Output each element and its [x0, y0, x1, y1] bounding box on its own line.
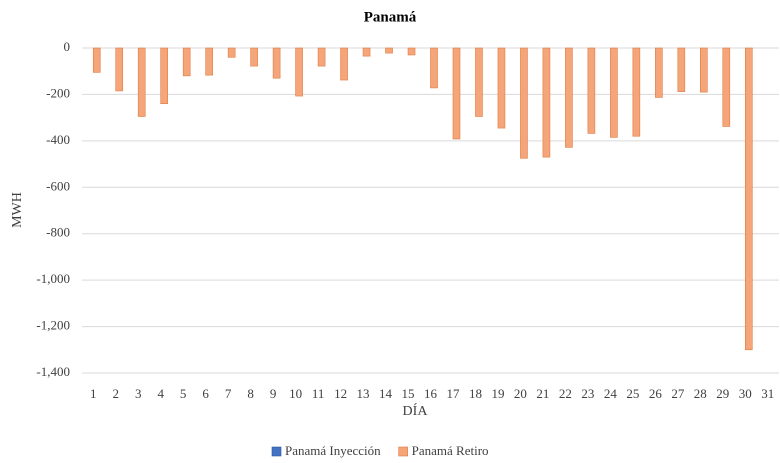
- bar: [250, 47, 258, 67]
- x-tick-label: 12: [334, 386, 347, 401]
- bar: [160, 47, 168, 105]
- bar: [632, 47, 641, 137]
- bar: [272, 47, 281, 79]
- bar: [205, 47, 213, 76]
- bar: [92, 47, 101, 73]
- x-tick-label: 5: [180, 386, 187, 401]
- x-tick-label: 8: [247, 386, 254, 401]
- bar: [655, 47, 663, 98]
- x-tick-label: 31: [761, 386, 774, 401]
- y-axis-title: MWH: [10, 192, 25, 228]
- x-tick-label: 11: [312, 386, 325, 401]
- x-tick-label: 20: [514, 386, 527, 401]
- x-tick-label: 3: [135, 386, 142, 401]
- y-tick-label: -600: [46, 178, 70, 193]
- bar: [430, 47, 438, 89]
- x-tick-label: 18: [469, 386, 482, 401]
- bar: [744, 47, 753, 351]
- x-tick-label: 15: [402, 386, 415, 401]
- x-tick-label: 4: [157, 386, 164, 401]
- x-tick-label: 19: [491, 386, 504, 401]
- legend-label: Panamá Inyección: [285, 443, 381, 458]
- bar: [565, 47, 573, 148]
- bar: [475, 47, 483, 117]
- x-tick-label: 2: [112, 386, 119, 401]
- bar: [227, 47, 236, 58]
- y-tick-label: -200: [46, 85, 70, 100]
- bar: [362, 47, 371, 57]
- x-tick-label: 26: [649, 386, 663, 401]
- bar: [542, 47, 551, 158]
- y-tick-label: -400: [46, 132, 70, 147]
- bar: [137, 47, 146, 117]
- x-tick-label: 22: [559, 386, 572, 401]
- x-tick-label: 25: [626, 386, 639, 401]
- x-tick-label: 6: [202, 386, 209, 401]
- bar: [295, 47, 303, 97]
- x-tick-label: 29: [716, 386, 729, 401]
- legend-label: Panamá Retiro: [412, 443, 489, 458]
- x-tick-label: 13: [357, 386, 370, 401]
- bar: [115, 47, 124, 92]
- x-tick-label: 28: [694, 386, 707, 401]
- bar: [340, 47, 348, 81]
- bar: [520, 47, 528, 159]
- x-tick-label: 9: [270, 386, 277, 401]
- x-tick-label: 23: [581, 386, 594, 401]
- y-tick-label: -1,200: [36, 318, 70, 333]
- y-tick-label: -1,000: [36, 271, 70, 286]
- x-tick-label: 16: [424, 386, 438, 401]
- x-tick-label: 1: [90, 386, 97, 401]
- y-tick-label: -1,400: [36, 364, 70, 379]
- x-tick-label: 24: [604, 386, 618, 401]
- bar: [317, 47, 326, 67]
- bar: [385, 47, 393, 54]
- bar: [722, 47, 731, 127]
- bar: [677, 47, 686, 92]
- legend-swatch: [398, 446, 408, 457]
- bar: [452, 47, 461, 140]
- x-tick-label: 17: [446, 386, 460, 401]
- bar: [610, 47, 618, 138]
- x-tick-label: 30: [739, 386, 752, 401]
- bar: [407, 47, 416, 56]
- bar: [587, 47, 596, 134]
- y-tick-label: 0: [64, 39, 71, 54]
- x-tick-label: 27: [671, 386, 685, 401]
- x-tick-label: 7: [225, 386, 232, 401]
- chart-title: Panamá: [364, 9, 417, 25]
- x-tick-label: 21: [536, 386, 549, 401]
- y-tick-label: -800: [46, 225, 70, 240]
- bar: [700, 47, 708, 93]
- bar: [497, 47, 506, 129]
- x-tick-label: 14: [379, 386, 393, 401]
- x-axis-title: DÍA: [403, 402, 429, 419]
- legend-swatch: [271, 446, 282, 457]
- x-tick-label: 10: [289, 386, 302, 401]
- bar: [182, 47, 191, 77]
